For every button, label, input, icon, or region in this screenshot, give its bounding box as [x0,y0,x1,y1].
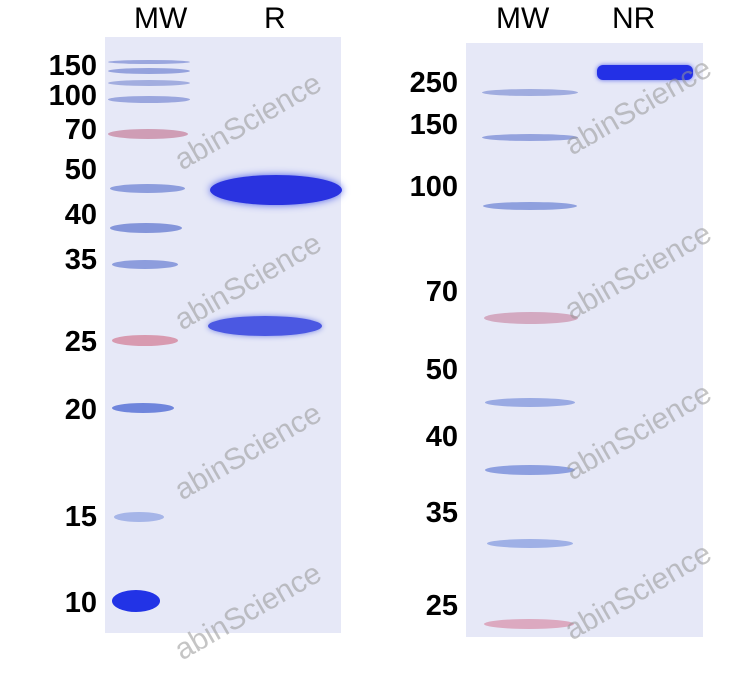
marker-band [108,129,188,139]
marker-label: 40 [64,199,97,231]
marker-label: 100 [409,171,458,203]
marker-label: 70 [64,114,97,146]
marker-label: 70 [425,276,458,308]
marker-label: 50 [64,154,97,186]
marker-band [484,312,578,324]
marker-band [484,619,574,629]
marker-label: 150 [48,50,97,82]
marker-label: 15 [64,501,97,533]
lane-label-mw-right: MW [496,2,550,35]
marker-band [482,134,578,141]
marker-label: 150 [409,109,458,141]
protein-band-nr [597,65,693,80]
marker-band [108,60,190,64]
marker-band [112,260,178,269]
marker-band [485,465,575,475]
marker-band [110,223,182,233]
marker-band [482,89,578,96]
marker-label: 40 [425,421,458,453]
marker-band [112,335,178,346]
marker-label: 10 [64,587,97,619]
marker-label: 100 [48,80,97,112]
marker-band [483,202,577,210]
marker-label: 35 [425,497,458,529]
protein-band-light [208,316,322,336]
marker-label: 20 [64,394,97,426]
marker-band [108,68,190,74]
marker-label: 50 [425,354,458,386]
right-gel [466,43,703,637]
marker-label: 25 [425,590,458,622]
lane-label-nr: NR [612,2,656,35]
lane-label-r: R [264,2,286,35]
marker-label: 25 [64,326,97,358]
marker-label: 35 [64,244,97,276]
marker-band [487,539,573,548]
marker-band [112,590,160,612]
marker-band [108,80,190,86]
marker-band [112,403,174,413]
marker-band [114,512,164,522]
marker-band [485,398,575,407]
marker-band [110,184,185,193]
protein-band-heavy [210,175,342,205]
lane-label-mw-left: MW [134,2,188,35]
marker-band [108,96,190,103]
marker-label: 250 [409,67,458,99]
